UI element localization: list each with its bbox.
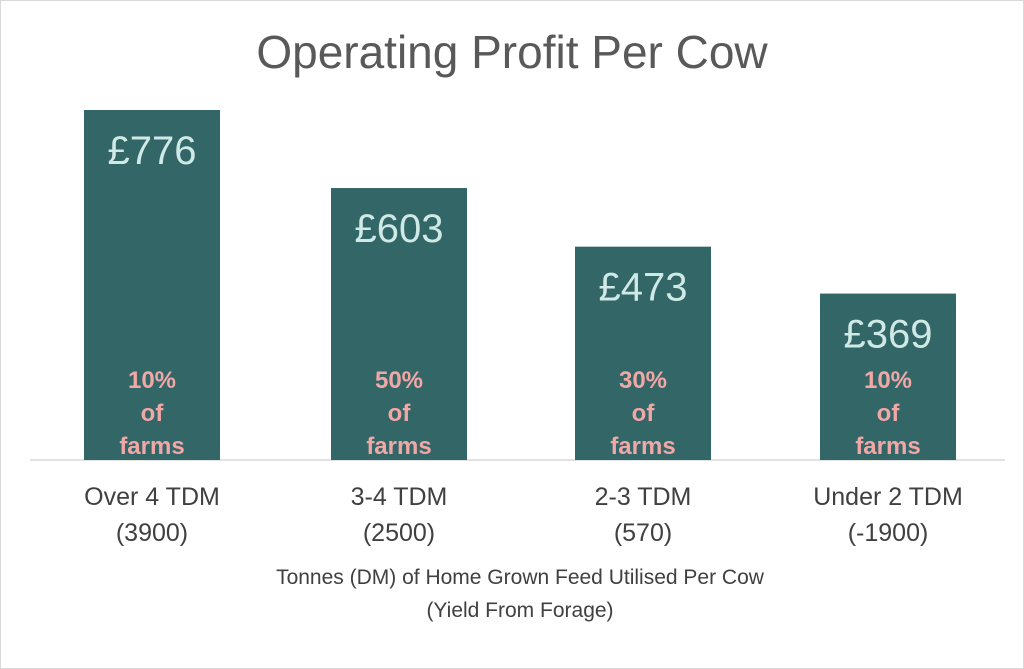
bar-annotation: of: [141, 400, 165, 427]
bar-annotation: of: [632, 400, 656, 427]
x-axis-label-line-1: Tonnes (DM) of Home Grown Feed Utilised …: [276, 566, 765, 589]
bar-annotation: 10%: [864, 367, 912, 394]
x-tick-label: 2-3 TDM: [595, 483, 692, 511]
bar-annotation: 10%: [128, 367, 176, 394]
x-tick-label: Over 4 TDM: [84, 483, 220, 511]
bar-annotation: farms: [119, 433, 184, 460]
x-tick-label: (570): [614, 519, 672, 547]
x-tick-label: (3900): [116, 519, 188, 547]
bar-annotation: farms: [855, 433, 920, 460]
bar-annotation: farms: [610, 433, 675, 460]
x-axis-label-line-2: (Yield From Forage): [426, 599, 613, 622]
bar-value-label: £369: [844, 313, 933, 357]
bar: [820, 293, 956, 460]
bar-annotation: 50%: [375, 367, 423, 394]
bar-value-label: £776: [108, 129, 197, 173]
bar-value-label: £473: [599, 266, 688, 310]
bar-annotation: of: [877, 400, 901, 427]
x-tick-label: (-1900): [848, 519, 929, 547]
bar: [84, 110, 220, 460]
x-tick-label: 3-4 TDM: [351, 483, 448, 511]
bar: [331, 188, 467, 460]
bar-annotation: of: [388, 400, 412, 427]
bar-value-label: £603: [355, 207, 444, 251]
bar: [575, 246, 711, 460]
bar-annotation: farms: [366, 433, 431, 460]
x-tick-label: Under 2 TDM: [813, 483, 963, 511]
chart-title: Operating Profit Per Cow: [256, 26, 768, 78]
x-tick-label: (2500): [363, 519, 435, 547]
bar-annotation: 30%: [619, 367, 667, 394]
